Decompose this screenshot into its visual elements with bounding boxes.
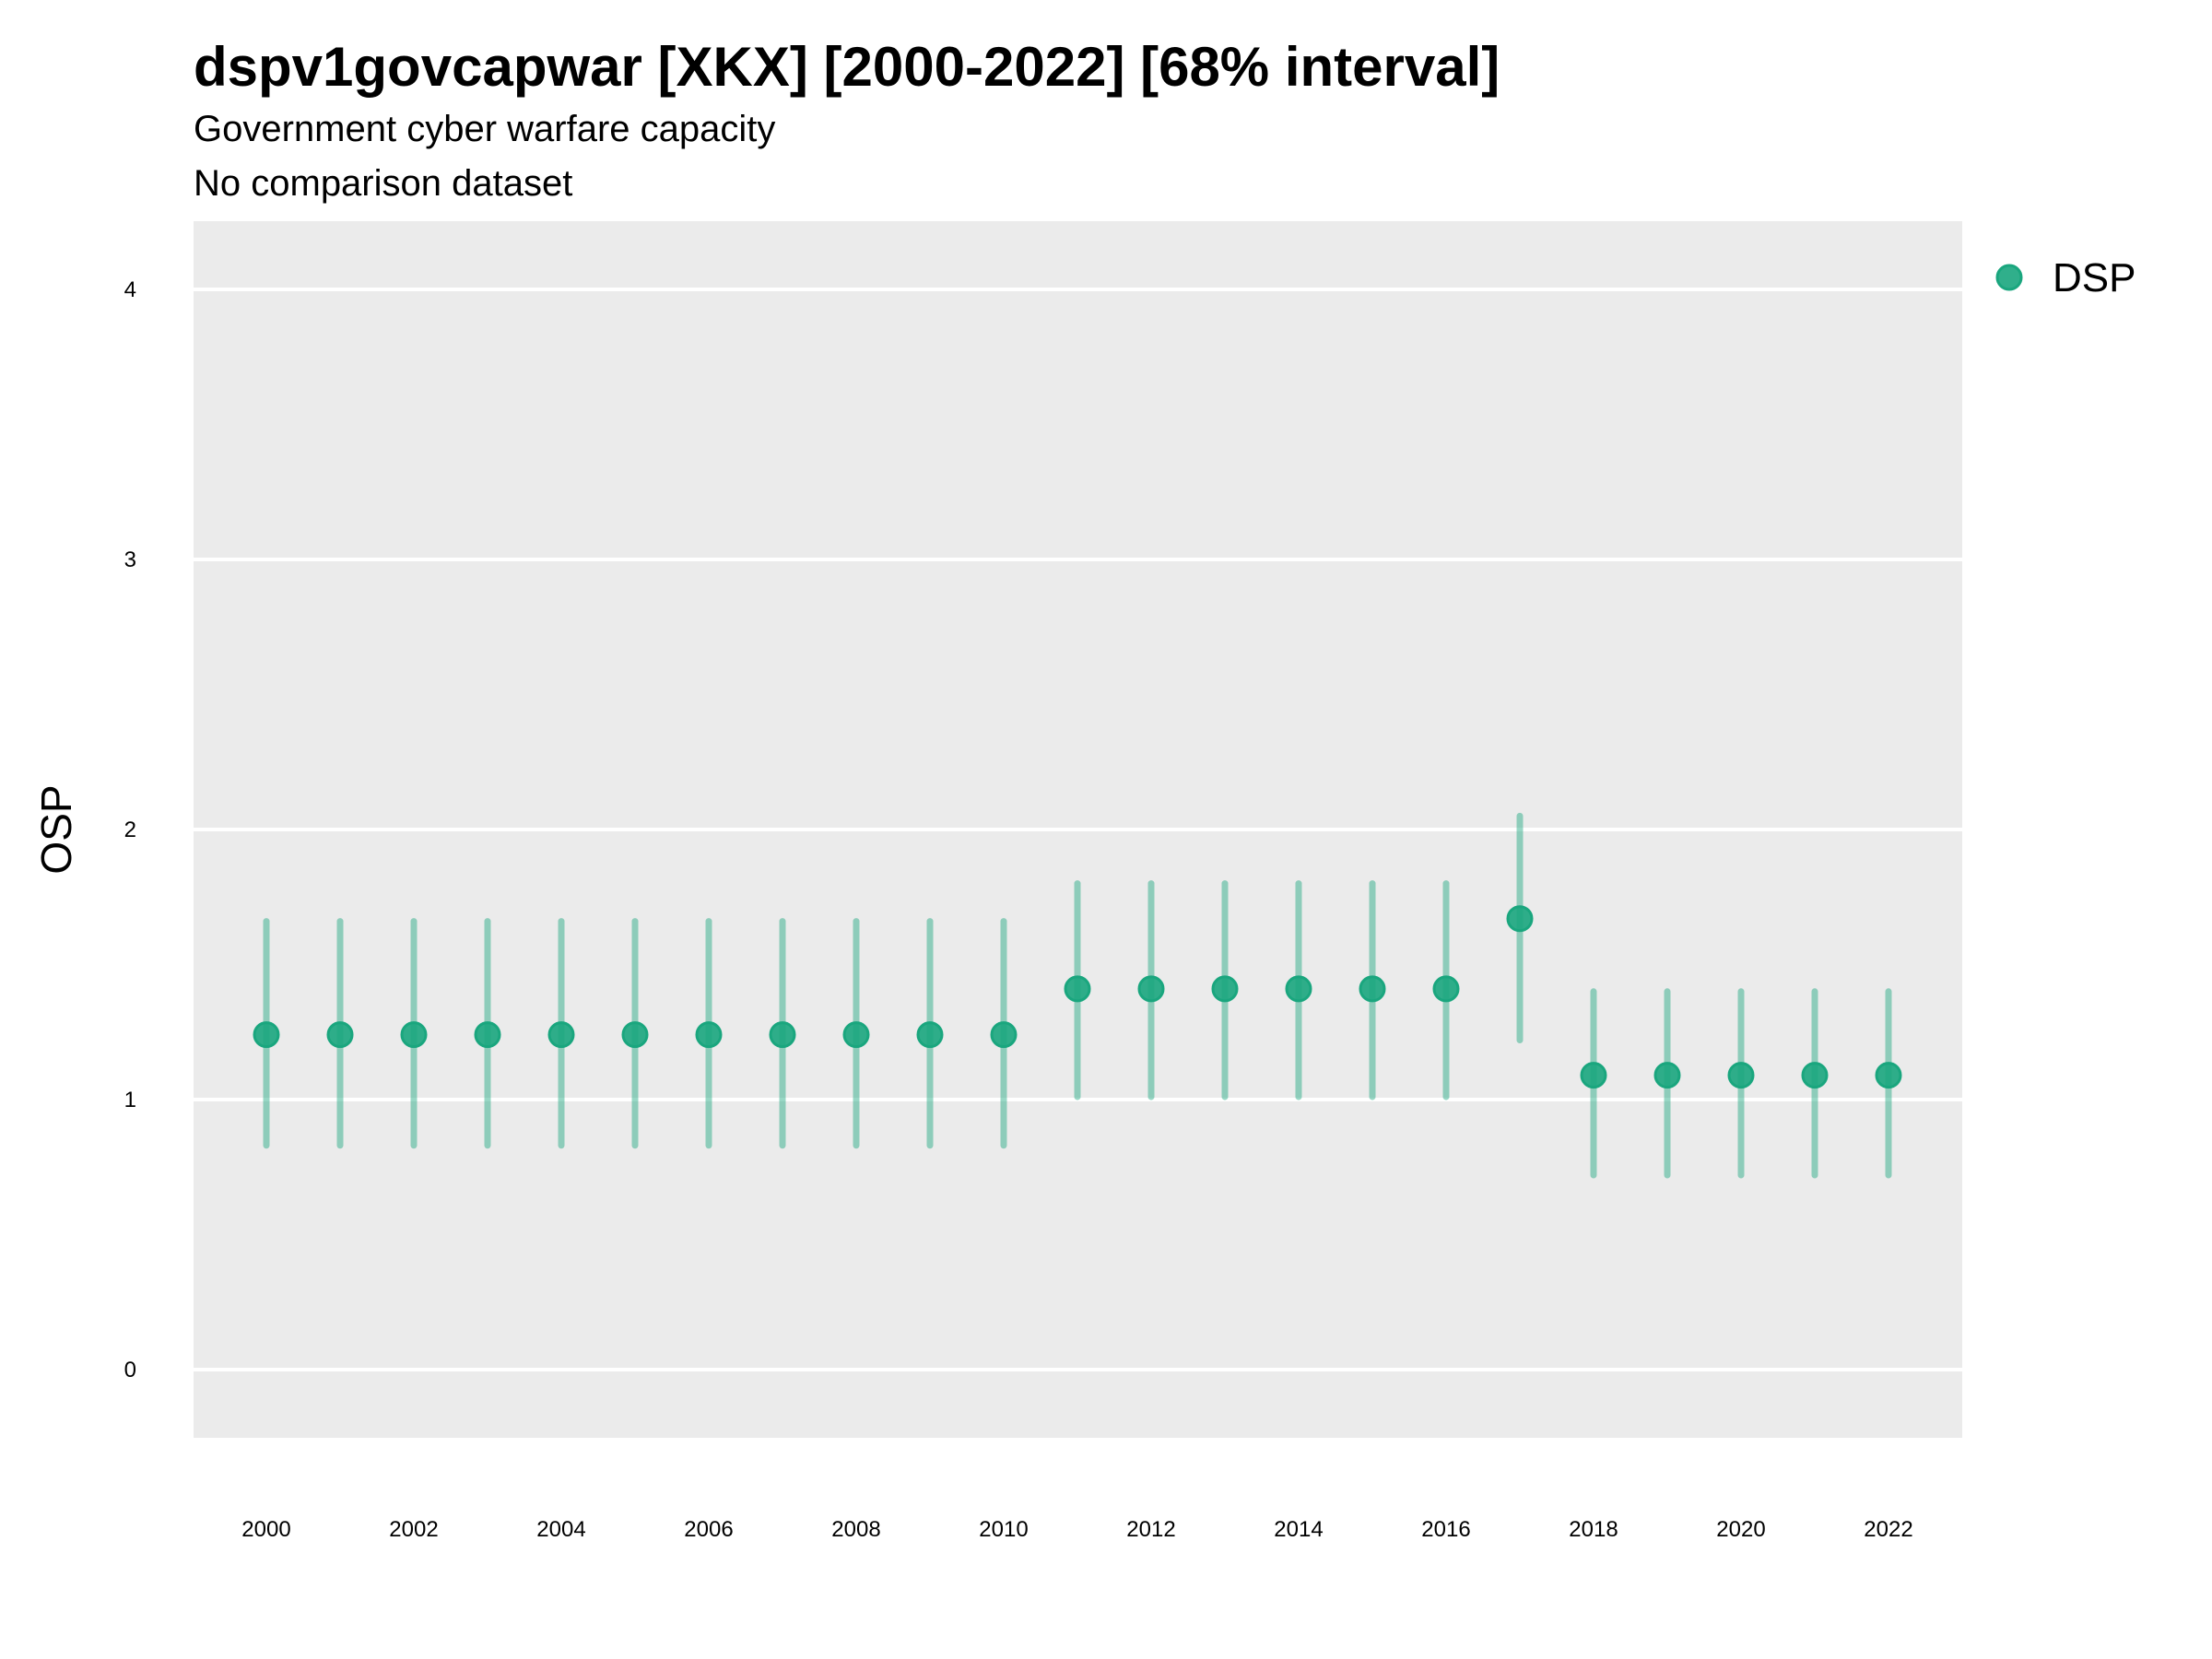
- data-point: [769, 1021, 796, 1049]
- data-point: [916, 1021, 944, 1049]
- data-point: [326, 1021, 354, 1049]
- y-tick-label: 1: [124, 1088, 136, 1112]
- chart-title: dspv1govcapwar [XKX] [2000-2022] [68% in…: [194, 36, 1500, 98]
- y-tick-label: 2: [124, 818, 136, 842]
- x-tick-label: 2002: [389, 1517, 438, 1542]
- data-point: [253, 1021, 280, 1049]
- legend-label-dsp: DSP: [2053, 255, 2136, 300]
- data-point: [1727, 1062, 1755, 1089]
- x-tick-label: 2006: [684, 1517, 733, 1542]
- data-point: [474, 1021, 501, 1049]
- x-tick-label: 2020: [1716, 1517, 1765, 1542]
- x-tick-label: 2018: [1569, 1517, 1618, 1542]
- data-point: [1137, 975, 1165, 1003]
- x-tick-label: 2000: [241, 1517, 290, 1542]
- data-point: [842, 1021, 870, 1049]
- legend: DSP: [1995, 255, 2136, 300]
- x-tick-label: 2010: [979, 1517, 1028, 1542]
- data-point: [621, 1021, 649, 1049]
- legend-marker-dsp: [1995, 264, 2023, 291]
- x-tick-label: 2016: [1421, 1517, 1470, 1542]
- data-point: [547, 1021, 575, 1049]
- data-point: [1211, 975, 1239, 1003]
- y-tick-label: 4: [124, 277, 136, 302]
- data-point: [1432, 975, 1460, 1003]
- data-point: [1801, 1062, 1829, 1089]
- data-point: [1653, 1062, 1681, 1089]
- data-point: [400, 1021, 428, 1049]
- x-tick-label: 2008: [831, 1517, 880, 1542]
- y-axis-label: OSP: [32, 784, 80, 874]
- x-tick-label: 2004: [536, 1517, 585, 1542]
- data-point: [990, 1021, 1018, 1049]
- chart-caption: No comparison dataset: [194, 163, 572, 204]
- data-point: [1285, 975, 1312, 1003]
- y-tick-label: 3: [124, 547, 136, 572]
- data-point: [1064, 975, 1091, 1003]
- data-point: [695, 1021, 723, 1049]
- x-tick-label: 2022: [1864, 1517, 1912, 1542]
- y-tick-label: 0: [124, 1358, 136, 1382]
- data-point: [1359, 975, 1386, 1003]
- data-point: [1580, 1062, 1607, 1089]
- data-point: [1506, 905, 1534, 933]
- x-tick-label: 2012: [1126, 1517, 1175, 1542]
- chart-subtitle: Government cyber warfare capacity: [194, 109, 775, 149]
- data-point: [1875, 1062, 1902, 1089]
- x-tick-label: 2014: [1274, 1517, 1323, 1542]
